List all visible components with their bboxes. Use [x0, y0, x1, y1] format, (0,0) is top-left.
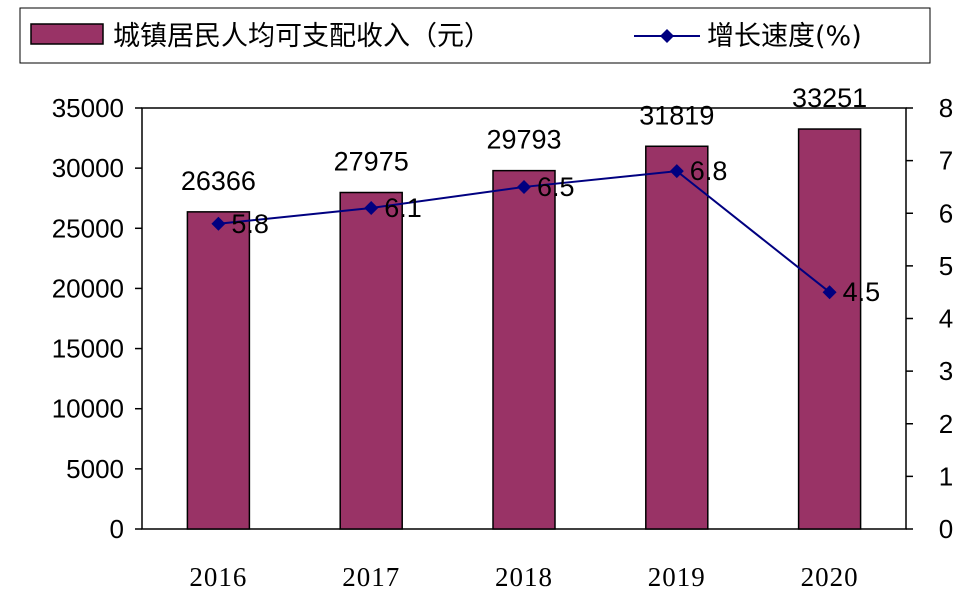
income-bar-label: 27975 — [334, 147, 409, 177]
right-tick-label: 6 — [939, 198, 953, 228]
left-axis: 0 5000 10000 15000 20000 25000 30000 35000 — [52, 93, 142, 544]
growth-point — [669, 164, 684, 179]
growth-point-label: 6.5 — [537, 172, 575, 202]
x-tick-label: 2020 — [801, 562, 859, 592]
legend-diamond-icon — [660, 29, 674, 43]
growth-point-label: 6.8 — [690, 156, 728, 186]
x-tick-label: 2017 — [342, 562, 400, 592]
right-tick-label: 5 — [939, 251, 953, 281]
legend-label-growth: 增长速度(%) — [707, 21, 862, 52]
legend-border — [19, 7, 931, 64]
x-tick-label: 2016 — [189, 562, 247, 592]
income-bar — [186, 211, 251, 530]
growth-point — [822, 285, 837, 300]
left-tick-label: 5000 — [66, 454, 124, 484]
legend: 城镇居民人均可支配收入（元） 增长速度(%) — [19, 7, 931, 64]
income-bar — [339, 191, 403, 530]
right-tick-label: 7 — [939, 146, 953, 176]
x-axis: 2016 2017 2018 2019 2020 — [189, 562, 859, 592]
left-tick-label: 15000 — [52, 334, 124, 364]
income-bar-label: 31819 — [639, 100, 714, 130]
right-tick-label: 3 — [939, 356, 953, 386]
legend-swatch-bar — [30, 23, 104, 45]
growth-point-label: 6.1 — [384, 193, 422, 223]
right-tick-label: 2 — [939, 409, 953, 439]
growth-point — [364, 200, 379, 215]
growth-point-label: 4.5 — [843, 277, 881, 307]
right-tick-label: 8 — [939, 93, 953, 123]
legend-label-income: 城镇居民人均可支配收入（元） — [113, 21, 491, 52]
income-bar-label: 26366 — [181, 166, 256, 196]
x-tick-label: 2018 — [495, 562, 553, 592]
right-tick-label: 4 — [939, 304, 953, 334]
left-tick-label: 35000 — [52, 93, 124, 123]
x-tick-label: 2019 — [648, 562, 706, 592]
left-tick-label: 25000 — [52, 213, 124, 243]
right-tick-label: 1 — [939, 461, 953, 491]
growth-point — [517, 179, 531, 194]
left-tick-label: 20000 — [52, 273, 124, 303]
left-tick-label: 0 — [110, 514, 124, 544]
income-bar — [492, 169, 556, 530]
income-bar-label: 33251 — [792, 83, 867, 113]
left-tick-label: 30000 — [52, 153, 124, 183]
plot-area: 0 5000 10000 15000 20000 25000 30000 35000 0 1 2 3… — [52, 83, 954, 592]
growth-point — [211, 216, 226, 231]
right-axis: 0 1 2 3 4 5 6 7 8 — [906, 93, 953, 544]
line-series: 5.8 6.1 6.5 6.8 4.5 — [211, 156, 880, 307]
right-tick-label: 0 — [939, 514, 953, 544]
left-tick-label: 10000 — [52, 394, 124, 424]
income-bar — [797, 128, 862, 530]
income-bar-label: 29793 — [486, 125, 561, 155]
income-bar — [645, 145, 709, 530]
growth-point-label: 5.8 — [231, 209, 269, 239]
bar-series: 26366 27975 29793 31819 33251 — [181, 83, 867, 530]
